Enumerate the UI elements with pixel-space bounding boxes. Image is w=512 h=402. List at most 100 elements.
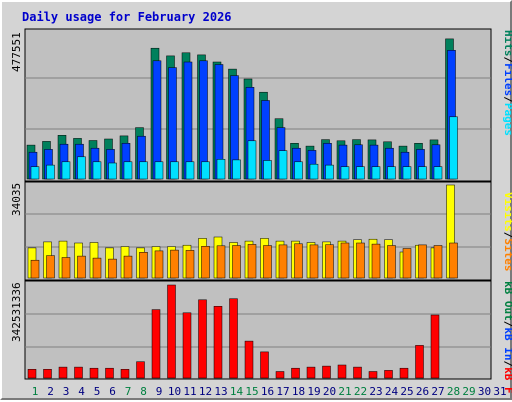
legend-sites: Sites — [502, 238, 512, 271]
day-label: 27 — [431, 385, 444, 398]
day-label: 24 — [385, 385, 399, 398]
kbf-bar — [244, 340, 254, 379]
pages-bar — [185, 161, 195, 180]
pages-bar — [418, 166, 427, 180]
day-label: 11 — [183, 385, 196, 398]
day-label: 19 — [307, 385, 320, 398]
sites-bar — [325, 244, 334, 279]
pages-bar — [201, 161, 210, 180]
sites-bar — [418, 244, 427, 279]
pages-bar — [325, 164, 334, 180]
sites-bar — [30, 259, 40, 279]
day-label: 16 — [261, 385, 274, 398]
sites-bar — [387, 245, 396, 279]
legend-pages: Pages — [502, 103, 512, 136]
sites-bar — [263, 245, 272, 279]
sites-bar — [309, 244, 319, 279]
day-label: 25 — [400, 385, 413, 398]
day-label: 14 — [230, 385, 244, 398]
legend-sep: / — [502, 57, 512, 64]
kbf-bar — [58, 366, 68, 379]
legend-kbin: kB In — [502, 327, 512, 360]
day-label: 6 — [109, 385, 116, 398]
hits-bars — [26, 38, 458, 180]
kbf-bar — [415, 345, 424, 379]
sites-bar — [449, 242, 458, 279]
kbf-bar — [430, 314, 440, 379]
sites-bar — [123, 255, 133, 279]
legend-hits: Hits — [502, 30, 512, 57]
kbf-bar — [399, 367, 409, 379]
visits-bars — [27, 184, 458, 279]
day-label: 5 — [94, 385, 101, 398]
kbf-bar — [213, 306, 223, 379]
kbf-bar — [182, 312, 192, 379]
pages-bar — [371, 166, 381, 180]
day-label: 13 — [214, 385, 227, 398]
pages-bar — [30, 166, 40, 180]
legend-files: Files — [502, 63, 512, 96]
sites-bar — [433, 245, 443, 279]
day-label: 20 — [323, 385, 336, 398]
sites-bar — [185, 250, 195, 279]
sites-bar — [356, 242, 365, 279]
day-label: 18 — [292, 385, 305, 398]
day-label: 26 — [416, 385, 429, 398]
sites-bar — [402, 248, 412, 279]
kbf-bar — [136, 361, 145, 379]
day-label: 21 — [338, 385, 351, 398]
pages-bar — [278, 150, 288, 180]
kbytes-bars — [27, 284, 440, 379]
visits-legend: Visits/Sites — [502, 192, 512, 272]
kbf-bar — [89, 367, 99, 379]
kbf-bar — [322, 365, 331, 379]
day-label: 2 — [47, 385, 54, 398]
pages-bar — [92, 161, 102, 180]
pages-bar — [247, 140, 257, 180]
sites-bar — [139, 252, 148, 279]
pages-bar — [154, 161, 164, 180]
hits-ymax-label: 477551 — [10, 32, 23, 72]
legend-sep: / — [502, 321, 512, 328]
pages-bar — [61, 161, 71, 180]
legend-sep: / — [502, 232, 512, 239]
pages-bar — [46, 164, 55, 180]
pages-bar — [402, 166, 412, 180]
kbf-bar — [151, 309, 161, 379]
pages-bar — [77, 156, 86, 180]
files-bar — [199, 60, 208, 180]
kbf-bar — [275, 371, 285, 379]
pages-bar — [294, 161, 303, 180]
hits-panel — [24, 28, 492, 182]
kbf-bar — [384, 370, 393, 379]
sites-bar — [154, 250, 164, 279]
day-label: 28 — [447, 385, 460, 398]
day-label: 7 — [125, 385, 132, 398]
x-axis-day-labels: 1 2 3 4 5 6 7 8 9 10 11 12 13 14 15 16 17 18 19 20 21 22 23 24 2… — [32, 385, 507, 398]
kbf-bar — [260, 351, 269, 379]
pages-bar — [449, 116, 458, 180]
hits-legend: Hits/Files/Pages — [502, 30, 512, 136]
kbf-bar — [368, 371, 378, 379]
sites-bar — [170, 249, 179, 279]
day-label: 29 — [462, 385, 475, 398]
sites-bar — [371, 243, 381, 279]
sites-bar — [92, 257, 102, 279]
pages-bar — [232, 159, 241, 180]
day-label: 15 — [245, 385, 258, 398]
kbf-bar — [291, 367, 300, 379]
legend-sep: / — [502, 361, 512, 368]
day-label: 30 — [478, 385, 491, 398]
chart-title: Daily usage for February 2026 — [22, 10, 232, 24]
visits-panel — [24, 181, 492, 281]
day-label: 12 — [199, 385, 212, 398]
sites-bar — [294, 243, 303, 279]
day-label: 8 — [140, 385, 147, 398]
files-bar — [152, 60, 162, 180]
day-label: 4 — [78, 385, 85, 398]
pages-bar — [309, 163, 319, 180]
sites-bar — [46, 255, 55, 279]
day-label: 22 — [354, 385, 367, 398]
